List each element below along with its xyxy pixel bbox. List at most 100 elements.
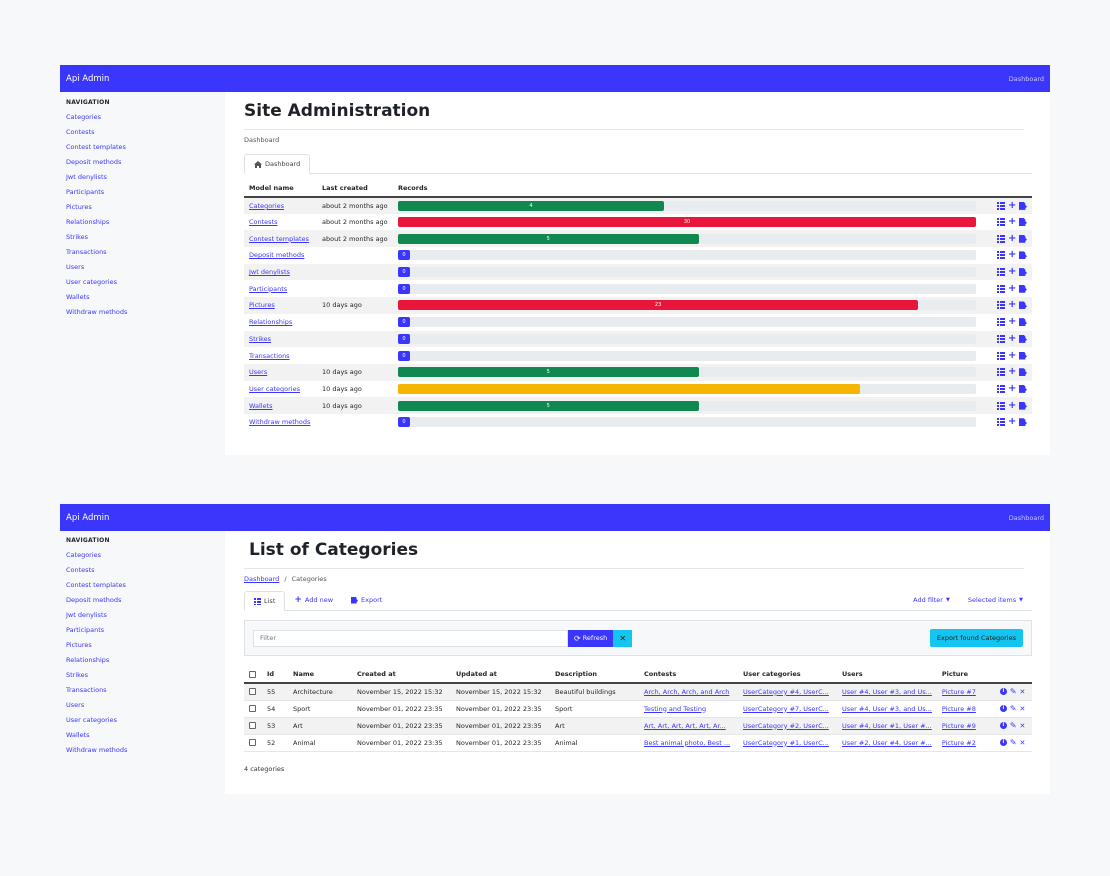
selected-items-dropdown[interactable]: Selected items ▼ — [959, 590, 1032, 610]
export-icon[interactable] — [1019, 368, 1027, 377]
info-icon[interactable]: i — [999, 688, 1007, 696]
picture-link[interactable]: Picture #2 — [941, 738, 976, 747]
sidebar-item-participants[interactable]: Participants — [66, 188, 105, 196]
list-icon[interactable] — [997, 218, 1005, 227]
model-link-pictures[interactable]: Pictures — [249, 301, 275, 310]
contests-link[interactable]: Art, Art, Art, Art, Art, Ar... — [644, 721, 726, 730]
tab-add-new[interactable]: + Add new — [285, 590, 342, 610]
export-icon[interactable] — [1019, 318, 1027, 327]
sidebar-item-users[interactable]: Users — [66, 263, 85, 271]
model-link-withdraw-methods[interactable]: Withdraw methods — [249, 418, 311, 427]
list-icon[interactable] — [997, 418, 1005, 427]
picture-link[interactable]: Picture #7 — [941, 687, 976, 696]
row-checkbox[interactable] — [249, 722, 256, 729]
add-filter-dropdown[interactable]: Add filter ▼ — [904, 590, 959, 610]
pencil-icon[interactable]: ✎ — [1009, 703, 1017, 713]
row-checkbox[interactable] — [249, 705, 256, 712]
top-dashboard-link[interactable]: Dashboard — [1008, 74, 1044, 83]
plus-icon[interactable]: + — [1008, 249, 1017, 261]
user-categories-link[interactable]: UserCategory #7, UserC... — [743, 704, 829, 713]
brand-logo[interactable]: Api Admin — [66, 512, 110, 523]
sidebar-item-strikes[interactable]: Strikes — [66, 233, 89, 241]
plus-icon[interactable]: + — [1008, 232, 1017, 244]
model-link-user-categories[interactable]: User categories — [249, 384, 300, 393]
export-icon[interactable] — [1019, 418, 1027, 427]
contests-link[interactable]: Best animal photo, Best ... — [644, 738, 731, 747]
sidebar-item-participants[interactable]: Participants — [66, 626, 105, 634]
sidebar-item-withdraw-methods[interactable]: Withdraw methods — [66, 308, 128, 316]
x-icon[interactable]: ✕ — [1019, 738, 1026, 747]
sidebar-item-jwt-denylists[interactable]: Jwt denylists — [66, 173, 107, 181]
user-categories-link[interactable]: UserCategory #1, UserC... — [743, 738, 829, 747]
tab-list[interactable]: List — [244, 591, 286, 611]
plus-icon[interactable]: + — [1008, 399, 1017, 411]
list-icon[interactable] — [997, 334, 1005, 343]
model-link-jwt-denylists[interactable]: Jwt denylists — [249, 268, 290, 277]
top-dashboard-link[interactable]: Dashboard — [1008, 513, 1044, 522]
picture-link[interactable]: Picture #8 — [941, 704, 976, 713]
export-icon[interactable] — [1019, 201, 1027, 210]
contests-link[interactable]: Arch, Arch, Arch, and Arch — [644, 687, 730, 696]
info-icon[interactable]: i — [999, 705, 1007, 712]
info-icon[interactable]: i — [999, 739, 1007, 746]
model-link-wallets[interactable]: Wallets — [249, 401, 273, 410]
export-icon[interactable] — [1019, 234, 1027, 243]
sidebar-item-withdraw-methods[interactable]: Withdraw methods — [66, 746, 128, 754]
sidebar-item-pictures[interactable]: Pictures — [66, 641, 92, 649]
sidebar-item-deposit-methods[interactable]: Deposit methods — [66, 596, 122, 604]
sidebar-item-relationships[interactable]: Relationships — [66, 656, 110, 664]
plus-icon[interactable]: + — [1008, 382, 1017, 394]
sidebar-item-transactions[interactable]: Transactions — [66, 686, 107, 694]
select-all-checkbox[interactable] — [249, 670, 256, 678]
sidebar-item-contests[interactable]: Contests — [66, 566, 95, 574]
pencil-icon[interactable]: ✎ — [1009, 720, 1017, 730]
sidebar-item-user-categories[interactable]: User categories — [66, 278, 117, 286]
model-link-contests[interactable]: Contests — [249, 218, 278, 227]
list-icon[interactable] — [997, 318, 1005, 327]
tab-export[interactable]: Export — [342, 590, 391, 610]
model-link-participants[interactable]: Participants — [249, 284, 288, 293]
plus-icon[interactable]: + — [1008, 332, 1017, 344]
plus-icon[interactable]: + — [1008, 416, 1017, 428]
list-icon[interactable] — [997, 301, 1005, 310]
pencil-icon[interactable]: ✎ — [1009, 737, 1017, 747]
users-link[interactable]: User #4, User #3, and Us... — [842, 704, 932, 713]
sidebar-item-wallets[interactable]: Wallets — [66, 731, 90, 739]
model-link-relationships[interactable]: Relationships — [249, 318, 293, 327]
x-icon[interactable]: ✕ — [1019, 704, 1026, 713]
picture-link[interactable]: Picture #9 — [941, 721, 976, 730]
breadcrumb-dashboard-link[interactable]: Dashboard — [244, 575, 280, 583]
sidebar-item-users[interactable]: Users — [66, 701, 85, 709]
sidebar-item-contest-templates[interactable]: Contest templates — [66, 143, 126, 151]
export-found-button[interactable]: Export found Categories — [929, 629, 1023, 647]
export-icon[interactable] — [1019, 351, 1027, 360]
plus-icon[interactable]: + — [1008, 316, 1017, 328]
brand-logo[interactable]: Api Admin — [66, 73, 110, 84]
plus-icon[interactable]: + — [1008, 299, 1017, 311]
sidebar-item-categories[interactable]: Categories — [66, 551, 102, 559]
tab-dashboard[interactable]: Dashboard — [244, 154, 311, 174]
list-icon[interactable] — [997, 234, 1005, 243]
model-link-contest-templates[interactable]: Contest templates — [249, 234, 309, 243]
sidebar-item-contests[interactable]: Contests — [66, 128, 95, 136]
plus-icon[interactable]: + — [1008, 282, 1017, 294]
model-link-strikes[interactable]: Strikes — [249, 334, 272, 343]
sidebar-item-deposit-methods[interactable]: Deposit methods — [66, 158, 122, 166]
plus-icon[interactable]: + — [1008, 349, 1017, 361]
model-link-transactions[interactable]: Transactions — [249, 351, 290, 360]
export-icon[interactable] — [1019, 334, 1027, 343]
x-icon[interactable]: ✕ — [1019, 721, 1026, 730]
plus-icon[interactable]: + — [1008, 266, 1017, 278]
sidebar-item-relationships[interactable]: Relationships — [66, 218, 110, 226]
sidebar-item-jwt-denylists[interactable]: Jwt denylists — [66, 611, 107, 619]
x-icon[interactable]: ✕ — [1019, 687, 1026, 696]
export-icon[interactable] — [1019, 268, 1027, 277]
info-icon[interactable]: i — [999, 722, 1007, 729]
user-categories-link[interactable]: UserCategory #4, UserC... — [743, 687, 829, 696]
sidebar-item-categories[interactable]: Categories — [66, 113, 102, 121]
users-link[interactable]: User #2, User #4, User #... — [842, 738, 932, 747]
sidebar-item-pictures[interactable]: Pictures — [66, 203, 92, 211]
list-icon[interactable] — [997, 351, 1005, 360]
list-icon[interactable] — [997, 251, 1005, 260]
export-icon[interactable] — [1019, 301, 1027, 310]
